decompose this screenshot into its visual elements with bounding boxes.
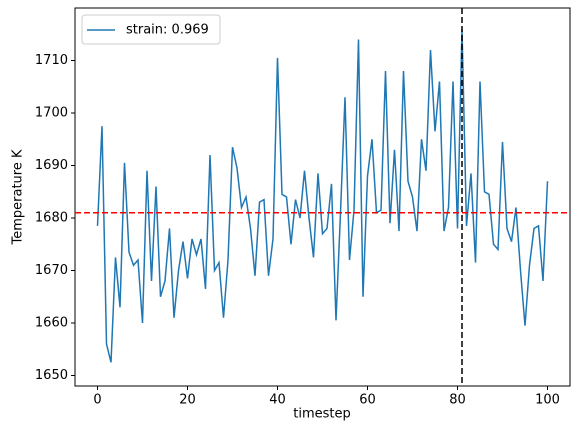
y-tick-label: 1710 [35,53,68,68]
y-tick-label: 1680 [35,211,68,226]
y-tick-label: 1650 [35,368,68,383]
y-tick-label: 1660 [35,316,68,331]
axes-frame [74,7,571,387]
x-tick-label: 80 [449,393,466,408]
data-line [96,28,549,363]
x-tick-label: 20 [179,393,196,408]
y-axis-label: Temperature K [11,149,26,245]
x-tick-label: 0 [93,393,101,408]
x-tick-label: 60 [359,393,376,408]
x-axis-label: timestep [293,407,351,422]
x-tick-label: 40 [269,393,286,408]
legend-label: strain: 0.969 [126,23,209,38]
x-tick-label: 100 [535,393,560,408]
y-tick-label: 1670 [35,263,68,278]
legend-box [81,14,221,45]
y-tick-label: 1690 [35,158,68,173]
y-tick-label: 1700 [35,106,68,121]
